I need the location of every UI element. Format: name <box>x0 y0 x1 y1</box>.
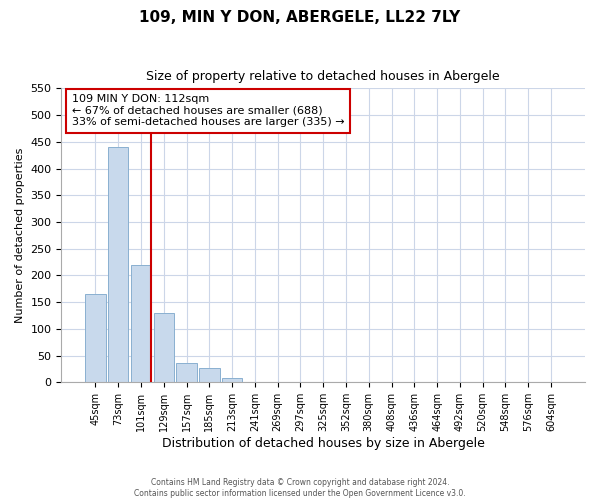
Bar <box>222 378 242 382</box>
Title: Size of property relative to detached houses in Abergele: Size of property relative to detached ho… <box>146 70 500 83</box>
Text: 109 MIN Y DON: 112sqm
← 67% of detached houses are smaller (688)
33% of semi-det: 109 MIN Y DON: 112sqm ← 67% of detached … <box>72 94 344 128</box>
Bar <box>154 313 174 382</box>
Text: 109, MIN Y DON, ABERGELE, LL22 7LY: 109, MIN Y DON, ABERGELE, LL22 7LY <box>139 10 461 25</box>
Bar <box>176 362 197 382</box>
Bar <box>131 264 151 382</box>
X-axis label: Distribution of detached houses by size in Abergele: Distribution of detached houses by size … <box>162 437 485 450</box>
Y-axis label: Number of detached properties: Number of detached properties <box>15 148 25 323</box>
Text: Contains HM Land Registry data © Crown copyright and database right 2024.
Contai: Contains HM Land Registry data © Crown c… <box>134 478 466 498</box>
Bar <box>199 368 220 382</box>
Bar <box>85 294 106 382</box>
Bar <box>108 147 128 382</box>
